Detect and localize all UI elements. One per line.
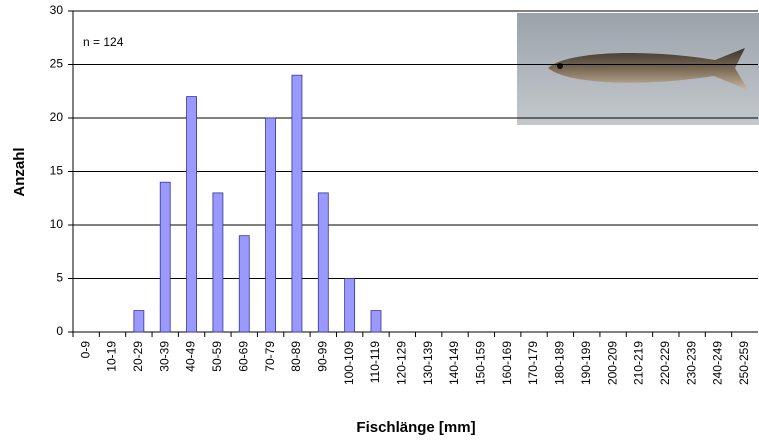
x-tick-label: 100-109 bbox=[342, 341, 356, 385]
x-tick-label: 20-29 bbox=[131, 341, 145, 372]
x-tick-label: 220-229 bbox=[658, 341, 672, 385]
x-tick-label: 120-129 bbox=[394, 341, 408, 385]
y-tick-label: 0 bbox=[56, 324, 63, 338]
y-tick-label: 5 bbox=[56, 271, 63, 285]
bar bbox=[265, 117, 276, 333]
x-tick-label: 90-99 bbox=[315, 341, 329, 372]
x-tick-label: 10-19 bbox=[105, 341, 119, 372]
bar bbox=[159, 181, 171, 333]
bar bbox=[212, 192, 224, 333]
x-tick-label: 170-179 bbox=[526, 341, 540, 385]
x-tick-label: 250-259 bbox=[737, 341, 751, 385]
x-tick-label: 230-239 bbox=[684, 341, 698, 385]
y-tick-label: 25 bbox=[50, 57, 64, 71]
x-axis-title: Fischlänge [mm] bbox=[356, 419, 475, 436]
bar bbox=[186, 96, 197, 333]
y-tick-label: 30 bbox=[50, 3, 64, 17]
x-tick-label: 130-139 bbox=[421, 341, 435, 385]
bar bbox=[133, 310, 145, 333]
x-tick-label: 150-159 bbox=[474, 341, 488, 385]
x-tick-label: 30-39 bbox=[157, 341, 171, 372]
bar bbox=[291, 74, 303, 333]
fish-photo bbox=[517, 13, 759, 125]
x-tick-label: 210-219 bbox=[632, 341, 646, 385]
bar bbox=[370, 310, 382, 333]
x-tick-label: 140-149 bbox=[447, 341, 461, 385]
y-tick-label: 10 bbox=[50, 217, 64, 231]
bar bbox=[344, 278, 356, 333]
bar bbox=[317, 192, 329, 333]
x-tick-label: 110-119 bbox=[368, 341, 382, 384]
x-tick-label: 190-199 bbox=[579, 341, 593, 385]
x-tick-label: 50-59 bbox=[210, 341, 224, 372]
x-tick-label: 80-89 bbox=[289, 341, 303, 372]
x-tick-label: 70-79 bbox=[263, 341, 277, 372]
x-tick-label: 160-169 bbox=[500, 341, 514, 385]
x-tick-label: 180-189 bbox=[553, 341, 567, 385]
x-tick-label: 0-9 bbox=[78, 341, 92, 359]
annotation: n = 124 bbox=[83, 35, 124, 49]
x-tick-label: 60-69 bbox=[236, 341, 250, 372]
x-tick-label: 240-249 bbox=[711, 341, 725, 385]
bar bbox=[238, 235, 250, 333]
x-tick-label: 40-49 bbox=[184, 341, 198, 372]
x-tick-label: 200-209 bbox=[605, 341, 619, 385]
y-axis-title: Anzahl bbox=[11, 147, 28, 196]
y-tick-label: 20 bbox=[50, 110, 64, 124]
y-tick-label: 15 bbox=[50, 164, 64, 178]
